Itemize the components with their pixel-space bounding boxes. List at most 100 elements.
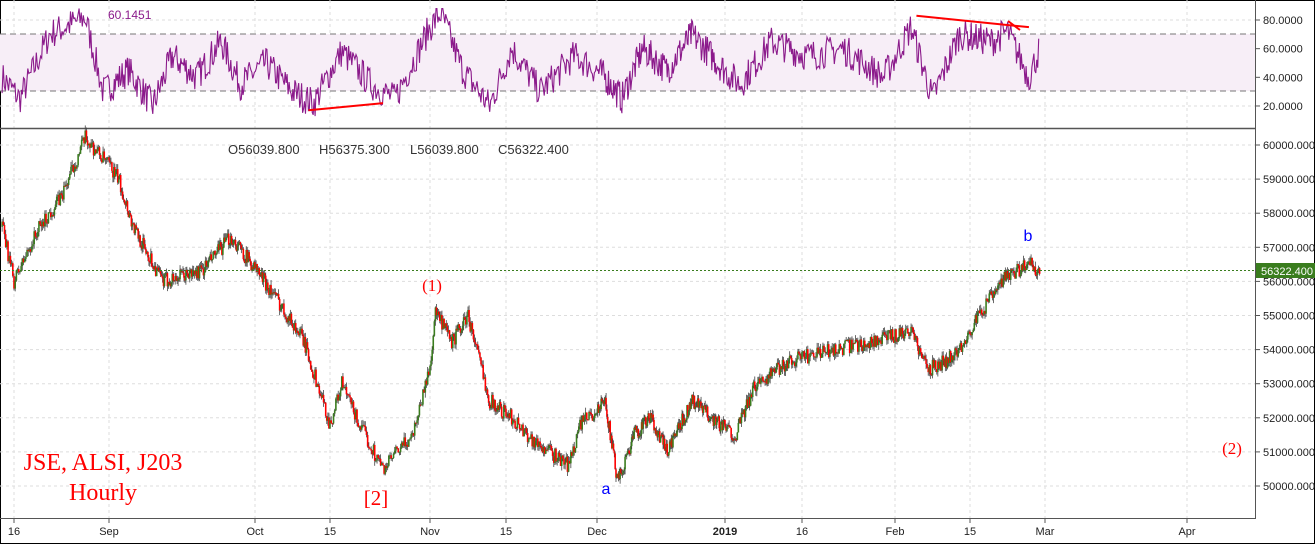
candle (550, 443, 553, 451)
candle (825, 351, 828, 355)
candle (617, 471, 620, 482)
candle-body (47, 212, 50, 224)
candle-body (60, 193, 63, 196)
candle (789, 354, 792, 359)
rsi-trendline[interactable] (916, 14, 1030, 29)
candle (148, 254, 150, 266)
candle-body (516, 417, 519, 428)
candle (386, 462, 389, 471)
candle (745, 394, 748, 411)
candle-body (508, 413, 511, 419)
candle-body (35, 236, 38, 238)
candle (527, 437, 530, 444)
candle (428, 368, 430, 378)
candle (369, 447, 371, 450)
price-axis[interactable]: 50000.00051000.00052000.00053000.0005400… (1255, 140, 1315, 493)
candle (1, 218, 3, 232)
candle-body (858, 342, 860, 352)
candle (808, 353, 810, 366)
candle-body (682, 418, 685, 425)
candle (531, 431, 533, 450)
candle-body (1037, 268, 1040, 271)
candle (221, 242, 223, 256)
candle (580, 415, 582, 432)
candle-body (619, 468, 621, 480)
candle (203, 267, 206, 280)
candle-body (410, 434, 412, 439)
candle (411, 430, 414, 438)
candle-body (673, 433, 675, 437)
candle-body (55, 196, 58, 205)
candle-body (570, 452, 572, 464)
candle-body (575, 434, 578, 448)
candle-body (25, 256, 27, 259)
candle (953, 352, 955, 365)
candle (791, 360, 794, 369)
candle-body (263, 273, 266, 276)
candle (913, 329, 916, 342)
candle-body (572, 446, 574, 456)
candle (143, 234, 145, 249)
candle (117, 176, 120, 184)
candle (134, 224, 137, 236)
candle (380, 461, 383, 466)
candle-body (977, 310, 980, 313)
candle-body (847, 339, 850, 342)
rsi-trendline[interactable] (308, 102, 384, 112)
candle-body (343, 387, 345, 389)
candle (467, 306, 469, 318)
candle (1029, 256, 1031, 266)
candle (829, 349, 831, 362)
time-tick-label: Mar (1036, 526, 1055, 538)
candle-body (458, 324, 461, 329)
candle-body (79, 146, 82, 154)
candle-body (922, 357, 924, 359)
candle (588, 410, 590, 421)
candle (503, 401, 505, 422)
rsi-trendline[interactable] (1007, 20, 1021, 31)
candle (715, 417, 718, 430)
candle-body (677, 423, 680, 429)
candle (922, 353, 924, 360)
candle-body (411, 433, 414, 435)
candle (804, 352, 807, 364)
candle (102, 146, 104, 163)
candle (95, 149, 97, 155)
candle-body (560, 455, 563, 466)
candle-body (714, 416, 716, 419)
candle (819, 343, 822, 362)
candle (157, 265, 160, 273)
candle-body (779, 366, 782, 375)
candle (491, 392, 493, 410)
candle-body (1008, 272, 1011, 280)
candle (1019, 270, 1022, 279)
candle-body (358, 426, 361, 428)
candle-body (238, 242, 241, 244)
time-axis[interactable]: 16 Sep Oct 15 Nov 15 Dec 2019 16 Feb 15 Mar Apr (8, 518, 1196, 538)
candle (744, 404, 747, 422)
candle (135, 222, 138, 230)
candle (853, 342, 856, 345)
candle (824, 347, 827, 357)
candle-body (443, 318, 445, 329)
candle-body (834, 344, 837, 354)
candle-body (116, 169, 119, 183)
candle (379, 454, 382, 467)
candle-body (907, 328, 909, 334)
candle-body (127, 211, 130, 218)
candle-body (622, 470, 625, 473)
candle (373, 441, 376, 466)
candle (670, 434, 673, 449)
candle (415, 422, 417, 427)
candle (740, 408, 743, 428)
candle (722, 416, 725, 431)
candle-body (583, 416, 586, 422)
candle-body (139, 235, 141, 247)
candle (969, 329, 971, 337)
candle (625, 453, 628, 460)
time-tick-label: Dec (587, 526, 607, 538)
candle (371, 449, 374, 459)
candle-body (48, 212, 51, 214)
